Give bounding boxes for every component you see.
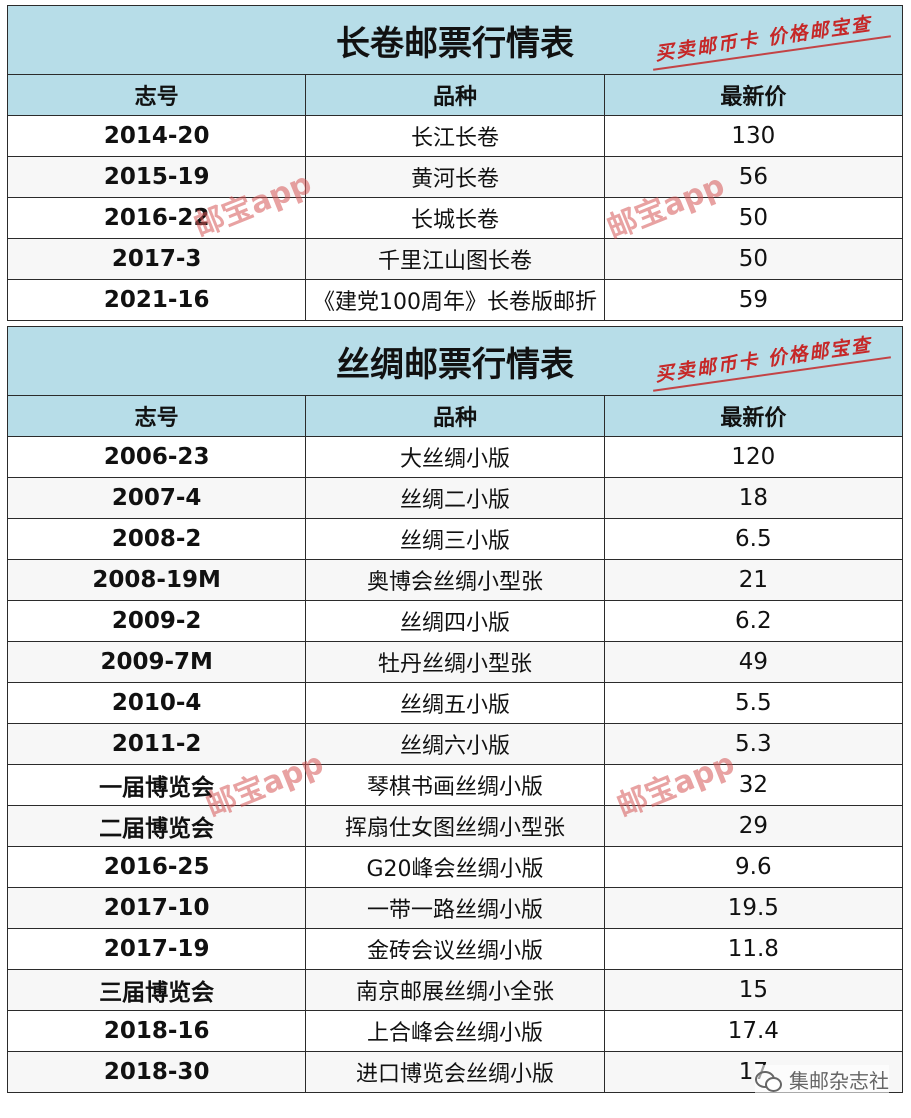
table-row: 2017-19 金砖会议丝绸小版 11.8	[6, 928, 904, 970]
header-variety: 品种	[305, 395, 605, 437]
cell-issue-number: 2010-4	[6, 682, 307, 724]
table-title-row: 丝绸邮票行情表	[7, 326, 903, 396]
cell-latest-price: 5.3	[603, 723, 904, 765]
table-title: 丝绸邮票行情表	[7, 326, 903, 396]
cell-latest-price: 15	[603, 969, 904, 1011]
cell-latest-price: 9.6	[603, 846, 904, 888]
table-row: 2007-4 丝绸二小版 18	[6, 477, 904, 519]
table-row: 2008-2 丝绸三小版 6.5	[6, 518, 904, 560]
cell-latest-price: 6.5	[603, 518, 904, 560]
cell-latest-price: 6.2	[603, 600, 904, 642]
header-latest-price: 最新价	[603, 74, 904, 116]
table-title-row: 长卷邮票行情表	[7, 5, 903, 75]
wechat-icon	[755, 1069, 783, 1092]
cell-issue-number: 2006-23	[6, 436, 307, 478]
cell-variety: 丝绸六小版	[305, 723, 605, 765]
cell-latest-price: 130	[603, 115, 904, 157]
cell-issue-number: 2018-16	[6, 1010, 307, 1052]
cell-latest-price: 11.8	[603, 928, 904, 970]
cell-latest-price: 21	[603, 559, 904, 601]
table-row: 2011-2 丝绸六小版 5.3	[6, 723, 904, 765]
cell-latest-price: 120	[603, 436, 904, 478]
cell-latest-price: 49	[603, 641, 904, 683]
cell-issue-number: 2014-20	[6, 115, 307, 157]
table-row: 2008-19M 奥博会丝绸小型张 21	[6, 559, 904, 601]
silk-stamp-table: 丝绸邮票行情表 志号 品种 最新价 2006-23 大丝绸小版 120 2007-4 丝…	[6, 326, 904, 1093]
table-row: 2017-3 千里江山图长卷 50	[6, 238, 904, 280]
cell-issue-number: 2016-25	[6, 846, 307, 888]
table-row: 2014-20 长江长卷 130	[6, 115, 904, 157]
header-issue-number: 志号	[6, 74, 307, 116]
cell-variety: 南京邮展丝绸小全张	[305, 969, 605, 1011]
cell-latest-price: 29	[603, 805, 904, 847]
cell-variety: 一带一路丝绸小版	[305, 887, 605, 929]
cell-latest-price: 32	[603, 764, 904, 806]
table-row: 一届博览会 琴棋书画丝绸小版 32	[6, 764, 904, 806]
table-row: 2016-25 G20峰会丝绸小版 9.6	[6, 846, 904, 888]
table-row: 2018-16 上合峰会丝绸小版 17.4	[6, 1010, 904, 1052]
header-latest-price: 最新价	[603, 395, 904, 437]
footer-source: 集邮杂志社	[755, 1065, 889, 1094]
cell-variety: 金砖会议丝绸小版	[305, 928, 605, 970]
cell-variety: 上合峰会丝绸小版	[305, 1010, 605, 1052]
table-row: 2016-22 长城长卷 50	[6, 197, 904, 239]
cell-issue-number: 2008-19M	[6, 559, 307, 601]
table-row: 2018-30 进口博览会丝绸小版 17	[6, 1051, 904, 1093]
table-title: 长卷邮票行情表	[7, 5, 903, 75]
cell-variety: 琴棋书画丝绸小版	[305, 764, 605, 806]
cell-variety: 《建党100周年》长卷版邮折	[305, 279, 605, 321]
cell-issue-number: 2017-10	[6, 887, 307, 929]
table-row: 2015-19 黄河长卷 56	[6, 156, 904, 198]
cell-latest-price: 50	[603, 238, 904, 280]
table-header-row: 志号 品种 最新价	[6, 74, 904, 116]
cell-issue-number: 2021-16	[6, 279, 307, 321]
footer-source-label: 集邮杂志社	[789, 1069, 889, 1093]
cell-issue-number: 2007-4	[6, 477, 307, 519]
cell-variety: 黄河长卷	[305, 156, 605, 198]
header-variety: 品种	[305, 74, 605, 116]
cell-variety: 丝绸五小版	[305, 682, 605, 724]
cell-issue-number: 2017-19	[6, 928, 307, 970]
table-row: 2010-4 丝绸五小版 5.5	[6, 682, 904, 724]
table-row: 2009-2 丝绸四小版 6.2	[6, 600, 904, 642]
header-issue-number: 志号	[6, 395, 307, 437]
cell-issue-number: 2018-30	[6, 1051, 307, 1093]
table-row: 二届博览会 挥扇仕女图丝绸小型张 29	[6, 805, 904, 847]
cell-latest-price: 5.5	[603, 682, 904, 724]
cell-issue-number: 二届博览会	[6, 805, 307, 847]
cell-latest-price: 18	[603, 477, 904, 519]
cell-issue-number: 2009-2	[6, 600, 307, 642]
cell-latest-price: 50	[603, 197, 904, 239]
cell-variety: G20峰会丝绸小版	[305, 846, 605, 888]
long-scroll-stamp-table: 长卷邮票行情表 志号 品种 最新价 2014-20 长江长卷 130 2015-19 黄…	[6, 5, 904, 321]
cell-issue-number: 2009-7M	[6, 641, 307, 683]
cell-variety: 千里江山图长卷	[305, 238, 605, 280]
table-row: 三届博览会 南京邮展丝绸小全张 15	[6, 969, 904, 1011]
cell-issue-number: 三届博览会	[6, 969, 307, 1011]
cell-variety: 奥博会丝绸小型张	[305, 559, 605, 601]
cell-variety: 牡丹丝绸小型张	[305, 641, 605, 683]
cell-latest-price: 56	[603, 156, 904, 198]
table-row: 2021-16 《建党100周年》长卷版邮折 59	[6, 279, 904, 321]
cell-variety: 丝绸三小版	[305, 518, 605, 560]
cell-issue-number: 2016-22	[6, 197, 307, 239]
cell-issue-number: 2015-19	[6, 156, 307, 198]
table-row: 2009-7M 牡丹丝绸小型张 49	[6, 641, 904, 683]
cell-latest-price: 19.5	[603, 887, 904, 929]
cell-variety: 大丝绸小版	[305, 436, 605, 478]
cell-variety: 丝绸四小版	[305, 600, 605, 642]
table-row: 2006-23 大丝绸小版 120	[6, 436, 904, 478]
table-header-row: 志号 品种 最新价	[6, 395, 904, 437]
cell-variety: 进口博览会丝绸小版	[305, 1051, 605, 1093]
cell-issue-number: 2011-2	[6, 723, 307, 765]
cell-variety: 丝绸二小版	[305, 477, 605, 519]
cell-variety: 长城长卷	[305, 197, 605, 239]
cell-issue-number: 2008-2	[6, 518, 307, 560]
table-row: 2017-10 一带一路丝绸小版 19.5	[6, 887, 904, 929]
cell-variety: 长江长卷	[305, 115, 605, 157]
cell-latest-price: 17.4	[603, 1010, 904, 1052]
cell-latest-price: 59	[603, 279, 904, 321]
cell-issue-number: 2017-3	[6, 238, 307, 280]
cell-variety: 挥扇仕女图丝绸小型张	[305, 805, 605, 847]
